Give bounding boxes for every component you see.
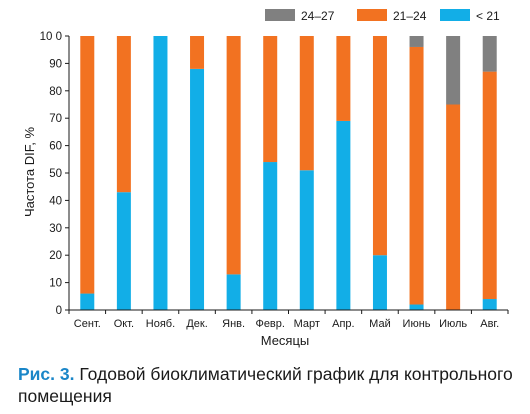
bar-segment-2-series-1 — [116, 192, 131, 310]
figure-caption-text: Годовой биоклиматический график для конт… — [18, 364, 513, 406]
bar-segment-1-series-2 — [80, 36, 95, 294]
y-tick-label: 10 0 — [40, 31, 62, 43]
bar-segment-12-series-1 — [482, 299, 497, 310]
x-tick-label: Февр. — [255, 318, 285, 330]
y-axis-label: Частота DIF, % — [22, 127, 37, 218]
y-tick-label: 60 — [49, 141, 62, 153]
x-tick-label: Май — [369, 318, 391, 330]
bar-segment-7-series-1 — [299, 170, 314, 310]
x-tick-label: Июнь — [403, 318, 431, 330]
bar-segment-6-series-1 — [263, 162, 278, 310]
legend-swatch — [440, 9, 470, 21]
y-tick-label: 40 — [49, 195, 62, 207]
x-tick-label: Авг. — [480, 318, 499, 330]
bar-segment-11-series-2 — [446, 104, 461, 310]
bar-segment-4-series-1 — [190, 68, 205, 310]
bar-segment-10-series-2 — [409, 46, 424, 305]
stacked-bar-chart: 24–27 21–24 < 21 0 10 20 30 40 50 60 70 80 90 10 0 Се… — [22, 9, 509, 348]
figure-number: Рис. 3. — [18, 364, 75, 384]
x-tick-label: Нояб. — [146, 318, 175, 330]
bar-segment-3-series-1 — [153, 36, 168, 310]
bar-segment-11-series-3 — [446, 36, 461, 105]
legend-swatch — [265, 9, 295, 21]
y-tick-label: 20 — [49, 250, 62, 262]
bar-segment-10-series-1 — [409, 304, 424, 310]
figure-caption: Рис. 3. Годовой биоклиматический график … — [18, 363, 518, 407]
legend-label: 24–27 — [301, 9, 335, 23]
bars — [80, 36, 497, 310]
bar-segment-8-series-2 — [336, 36, 351, 121]
bar-segment-9-series-2 — [372, 36, 387, 256]
y-tick-label: 10 — [49, 278, 62, 290]
bar-segment-6-series-2 — [263, 36, 278, 163]
x-tick-label: Июль — [439, 318, 467, 330]
bar-segment-9-series-1 — [372, 255, 387, 310]
x-tick-label: Сент. — [74, 318, 101, 330]
x-tick-label: Окт. — [114, 318, 134, 330]
y-tick-label: 90 — [49, 58, 62, 70]
bar-segment-8-series-1 — [336, 120, 351, 310]
x-tick-label: Дек. — [186, 318, 207, 330]
y-tick-label: 80 — [49, 86, 62, 98]
bar-segment-12-series-2 — [482, 71, 497, 300]
x-tick-label: Апр. — [332, 318, 354, 330]
axes: 0 10 20 30 40 50 60 70 80 90 10 0 Сент. Окт. Нояб. Дек… — [40, 31, 509, 330]
bar-segment-5-series-1 — [226, 274, 241, 310]
legend-label: 21–24 — [393, 9, 427, 23]
y-tick-label: 50 — [49, 168, 62, 180]
x-axis-label: Месяцы — [261, 333, 310, 348]
bar-segment-4-series-2 — [190, 36, 205, 69]
bar-segment-5-series-2 — [226, 36, 241, 275]
legend-swatch — [357, 9, 387, 21]
bar-segment-7-series-2 — [299, 36, 314, 171]
y-tick-label: 70 — [49, 113, 62, 125]
legend-label: < 21 — [476, 9, 500, 23]
bar-segment-2-series-2 — [116, 36, 131, 193]
y-tick-label: 30 — [49, 223, 62, 235]
x-tick-label: Янв. — [222, 318, 245, 330]
legend: 24–27 21–24 < 21 — [265, 9, 500, 23]
y-tick-label: 0 — [56, 305, 62, 317]
bar-segment-12-series-3 — [482, 36, 497, 72]
x-tick-label: Март — [294, 318, 320, 330]
bar-segment-10-series-3 — [409, 36, 424, 47]
bar-segment-1-series-1 — [80, 293, 95, 310]
